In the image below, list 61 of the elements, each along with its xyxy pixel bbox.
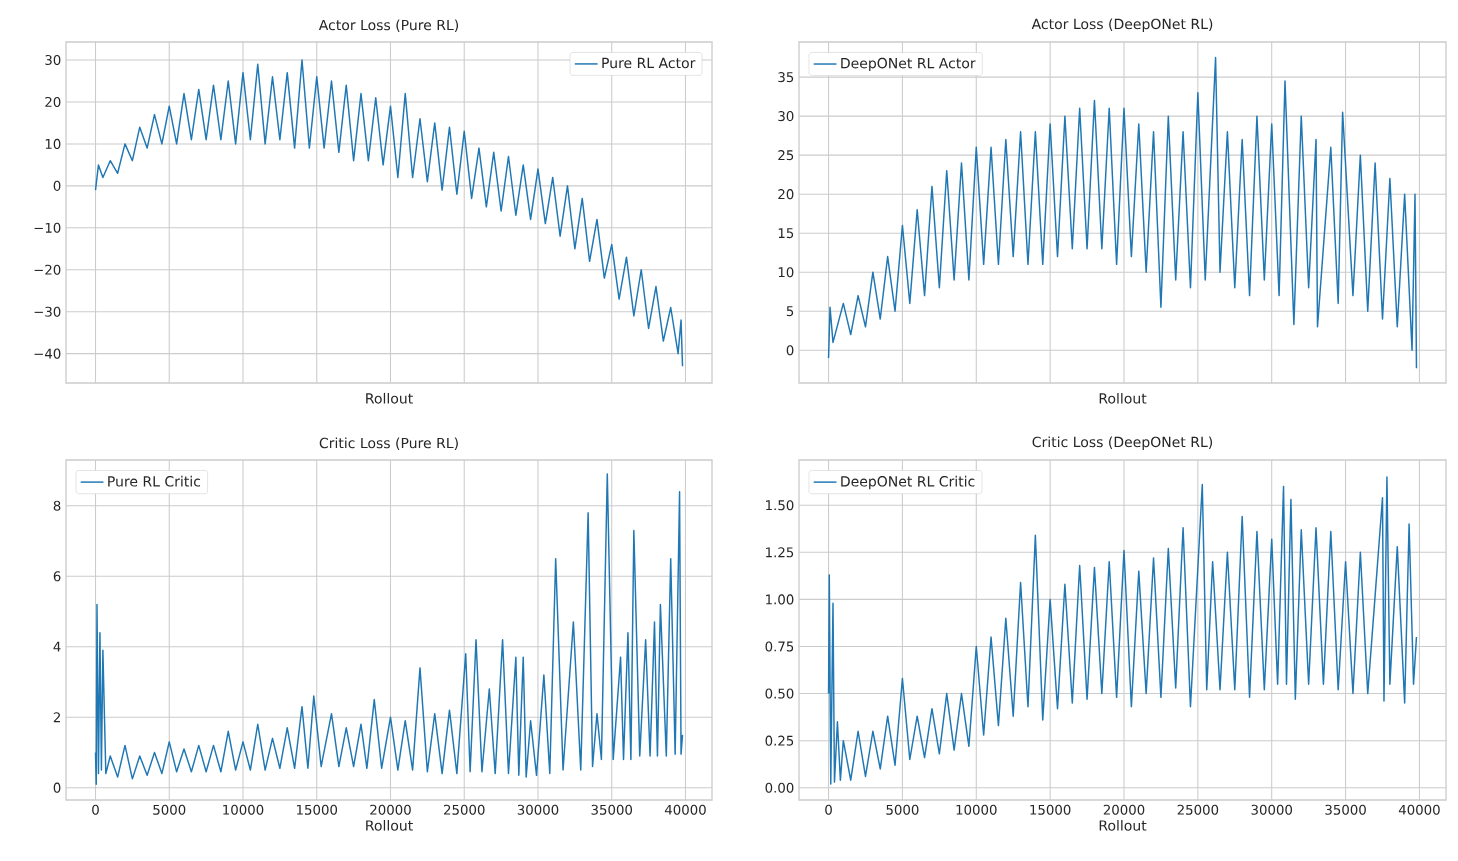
x-tick-label: 20000 [370,804,411,815]
chart-title: Critic Loss (Pure RL) [319,437,458,450]
y-tick-label: 6 [53,571,61,582]
y-tick-label: 1.25 [766,547,794,558]
y-tick-label: 15 [778,228,794,239]
x-axis-title: Rollout [1099,392,1147,404]
x-tick-label: 30000 [517,804,559,815]
y-tick-label: 20 [45,96,61,108]
x-tick-label: 15000 [1030,804,1071,815]
line-series [827,56,1418,369]
x-tick-label: 0 [825,804,832,815]
y-tick-label: 30 [778,111,794,122]
y-tick-label: −40 [34,348,61,359]
x-tick-label: 10000 [223,804,264,815]
x-tick-label: 40000 [664,804,706,815]
y-tick-label: 4 [53,641,61,652]
x-axis-title: Rollout [1099,819,1147,831]
y-tick-label: 0.25 [765,735,794,746]
y-tick-label: 1.00 [766,594,794,605]
y-tick-label: 0.50 [765,688,794,699]
legend-label: DeepONet RL Critic [841,475,975,490]
x-tick-label: 0 [92,804,99,815]
x-tick-label: 10000 [956,804,997,815]
y-tick-label: 10 [778,267,794,278]
y-tick-label: 1.50 [766,500,794,511]
x-axis-title: Rollout [366,819,413,831]
y-tick-label: 0 [53,782,61,793]
legend-label: DeepONet RL Actor [841,57,976,72]
x-tick-label: 25000 [1177,804,1219,815]
legend-label: Pure RL Actor [602,57,696,69]
y-tick-label: 8 [53,500,61,511]
legend-label: Pure RL Critic [108,475,201,487]
x-tick-label: 25000 [444,804,485,815]
y-tick-label: 0 [53,180,61,191]
y-tick-label: 5 [786,306,794,317]
y-tick-label: −30 [34,306,61,317]
chart-title: Actor Loss (DeepONet RL) [1031,18,1213,32]
x-tick-label: 20000 [1103,804,1145,815]
y-tick-label: −10 [34,222,61,233]
y-tick-label: 20 [778,189,794,200]
x-tick-label: 35000 [1325,804,1366,815]
y-tick-label: 25 [778,150,794,161]
y-tick-label: 10 [45,138,61,149]
y-tick-label: −20 [34,264,61,275]
y-tick-label: 0.75 [765,641,794,652]
y-tick-label: 30 [45,54,61,66]
x-tick-label: 15000 [297,804,338,815]
chart-title: Critic Loss (DeepONet RL) [1032,436,1213,450]
line-series [827,476,1418,785]
chart-title: Actor Loss (Pure RL) [318,19,459,32]
y-tick-label: 0 [786,345,794,356]
y-tick-label: 2 [53,712,60,723]
line-series [94,473,684,785]
y-tick-label: 0.00 [765,782,794,793]
x-tick-label: 35000 [591,804,633,815]
x-tick-label: 5000 [886,804,919,815]
x-axis-title: Rollout [366,392,413,404]
x-tick-label: 30000 [1251,804,1293,815]
x-tick-label: 40000 [1398,804,1440,815]
x-tick-label: 5000 [153,804,186,815]
y-tick-label: 35 [778,72,794,83]
